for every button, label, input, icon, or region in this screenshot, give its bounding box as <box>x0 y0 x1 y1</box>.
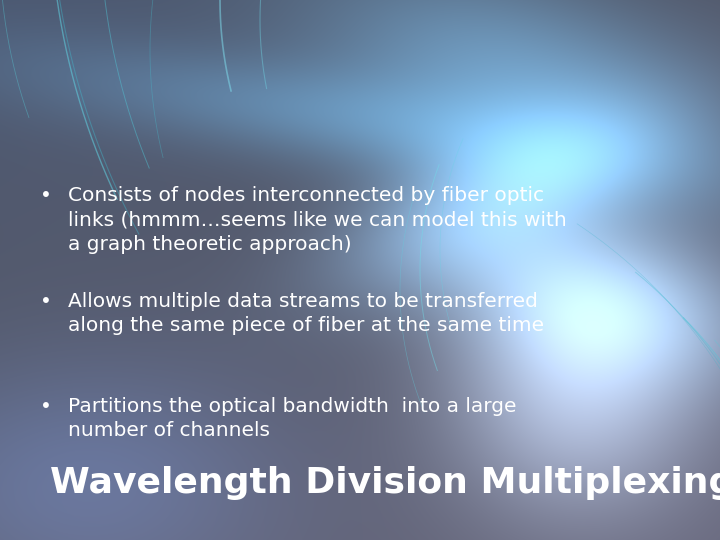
Text: •: • <box>40 186 51 205</box>
Text: Allows multiple data streams to be transferred
along the same piece of fiber at : Allows multiple data streams to be trans… <box>68 292 544 335</box>
Text: •: • <box>40 397 51 416</box>
Text: Partitions the optical bandwidth  into a large
number of channels: Partitions the optical bandwidth into a … <box>68 397 516 440</box>
Text: Wavelength Division Multiplexing: Wavelength Division Multiplexing <box>50 467 720 500</box>
Text: Consists of nodes interconnected by fiber optic
links (hmmm…seems like we can mo: Consists of nodes interconnected by fibe… <box>68 186 567 254</box>
Text: •: • <box>40 292 51 310</box>
